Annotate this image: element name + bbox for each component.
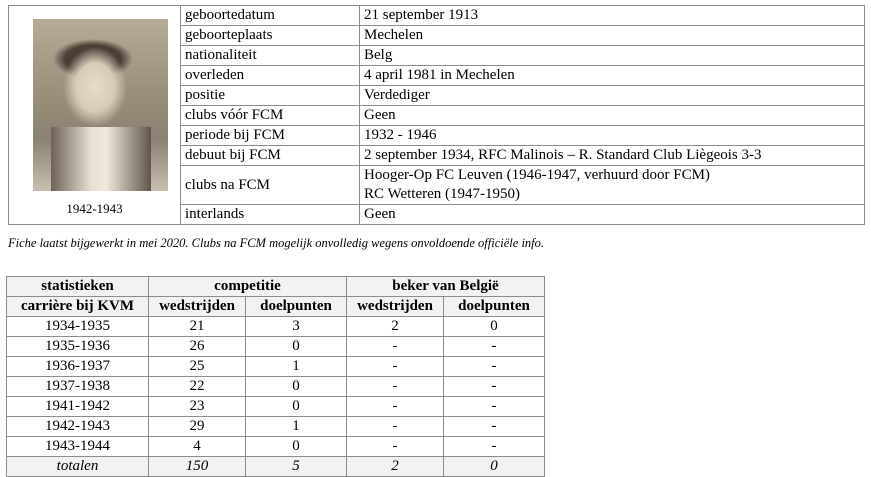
table-cell: 0: [245, 436, 347, 457]
header: competitie: [148, 276, 347, 297]
table-cell: 29: [148, 416, 246, 437]
total-cell: 5: [245, 456, 347, 477]
total-cell: 2: [346, 456, 444, 477]
stats-table: statistieken competitie beker van België…: [6, 276, 545, 477]
label: positie: [180, 85, 360, 106]
photo-cell: 1942-1943: [8, 5, 181, 225]
table-cell: 0: [245, 376, 347, 397]
table-cell: 3: [245, 316, 347, 337]
table-cell: -: [443, 416, 545, 437]
value-line: Hooger-Op FC Leuven (1946-1947, verhuurd…: [364, 167, 710, 183]
value: Geen: [359, 204, 865, 225]
table-cell: 1937-1938: [6, 376, 149, 397]
table-cell: -: [443, 336, 545, 357]
header: doelpunten: [245, 296, 347, 317]
table-cell: 1934-1935: [6, 316, 149, 337]
table-cell: -: [346, 376, 444, 397]
value: Geen: [359, 105, 865, 126]
value: Hooger-Op FC Leuven (1946-1947, verhuurd…: [359, 165, 865, 205]
table-cell: -: [346, 416, 444, 437]
table-cell: 1942-1943: [6, 416, 149, 437]
label: periode bij FCM: [180, 125, 360, 146]
table-cell: 0: [443, 316, 545, 337]
label: debuut bij FCM: [180, 145, 360, 166]
label: geboorteplaats: [180, 25, 360, 46]
header: wedstrijden: [148, 296, 246, 317]
value: 4 april 1981 in Mechelen: [359, 65, 865, 86]
table-row: 1941-1942 23 0- -: [6, 396, 545, 417]
value: Mechelen: [359, 25, 865, 46]
header: beker van België: [346, 276, 545, 297]
table-row: 1942-1943 29 1- -: [6, 416, 545, 437]
footnote: Fiche laatst bijgewerkt in mei 2020. Clu…: [8, 236, 545, 250]
table-cell: 2: [346, 316, 444, 337]
table-cell: 0: [245, 336, 347, 357]
label: clubs na FCM: [180, 165, 360, 205]
table-cell: 4: [148, 436, 246, 457]
value: Belg: [359, 45, 865, 66]
table-cell: -: [443, 376, 545, 397]
total-cell: totalen: [6, 456, 149, 477]
label: geboortedatum: [180, 5, 360, 26]
label: overleden: [180, 65, 360, 86]
value: 2 september 1934, RFC Malinois – R. Stan…: [359, 145, 865, 166]
table-row: 1937-1938 22 0- -: [6, 376, 545, 397]
table-cell: -: [346, 356, 444, 377]
table-row: 1935-1936 26 0- -: [6, 336, 545, 357]
table-cell: 1935-1936: [6, 336, 149, 357]
table-cell: -: [346, 436, 444, 457]
table-cell: 1941-1942: [6, 396, 149, 417]
table-row: 1934-1935 21 3 2 0: [6, 316, 545, 337]
value: 1932 - 1946: [359, 125, 865, 146]
table-cell: 1943-1944: [6, 436, 149, 457]
player-photo: [32, 18, 168, 191]
table-cell: -: [346, 396, 444, 417]
header: wedstrijden: [346, 296, 444, 317]
table-cell: -: [443, 436, 545, 457]
value-line: RC Wetteren (1947-1950): [364, 186, 520, 202]
table-cell: 1936-1937: [6, 356, 149, 377]
header: carrière bij KVM: [6, 296, 149, 317]
table-cell: 26: [148, 336, 246, 357]
total-cell: 0: [443, 456, 545, 477]
photo-caption: 1942-1943: [66, 201, 123, 216]
table-row: 1936-1937 25 1- -: [6, 356, 545, 377]
table-cell: 23: [148, 396, 246, 417]
table-cell: 25: [148, 356, 246, 377]
header: statistieken: [6, 276, 149, 297]
label: clubs vóór FCM: [180, 105, 360, 126]
value: 21 september 1913: [359, 5, 865, 26]
table-cell: 21: [148, 316, 246, 337]
table-cell: -: [346, 336, 444, 357]
table-cell: 1: [245, 356, 347, 377]
label: interlands: [180, 204, 360, 225]
label: nationaliteit: [180, 45, 360, 66]
table-cell: 1: [245, 416, 347, 437]
table-cell: -: [443, 396, 545, 417]
value: Verdediger: [359, 85, 865, 106]
table-cell: 22: [148, 376, 246, 397]
player-info-table: 1942-1943 geboortedatum 21 september 191…: [8, 5, 865, 225]
table-cell: -: [443, 356, 545, 377]
header: doelpunten: [443, 296, 545, 317]
total-cell: 150: [148, 456, 246, 477]
table-cell: 0: [245, 396, 347, 417]
table-row: 1943-1944 4 0- -: [6, 436, 545, 457]
